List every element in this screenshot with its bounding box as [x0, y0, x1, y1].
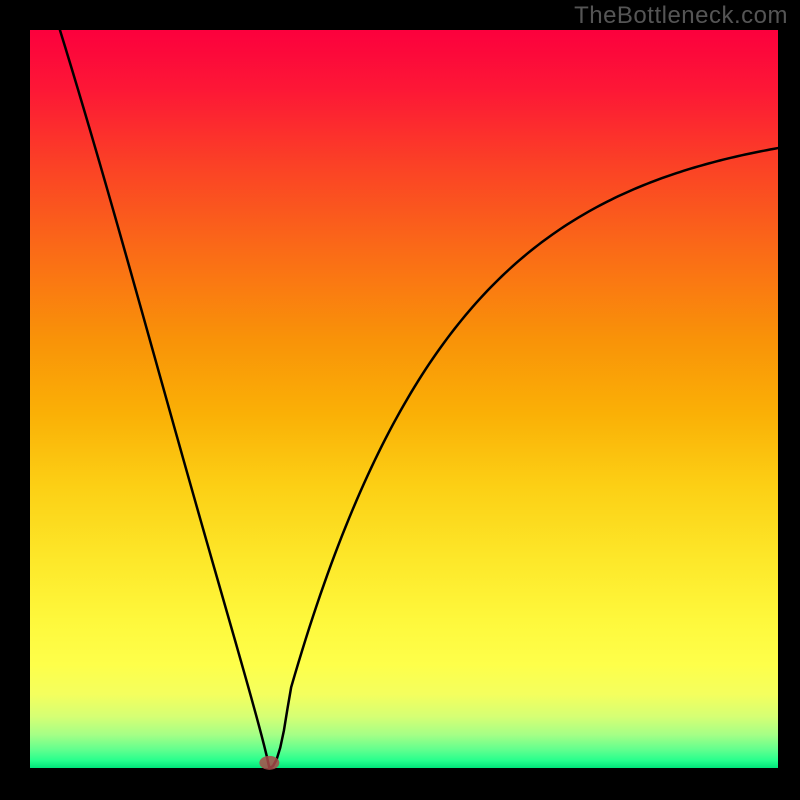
watermark-text: TheBottleneck.com [574, 2, 788, 30]
bottleneck-chart [0, 0, 800, 800]
optimal-point-marker [259, 756, 279, 770]
chart-frame: TheBottleneck.com [0, 0, 800, 800]
plot-background [30, 30, 778, 768]
